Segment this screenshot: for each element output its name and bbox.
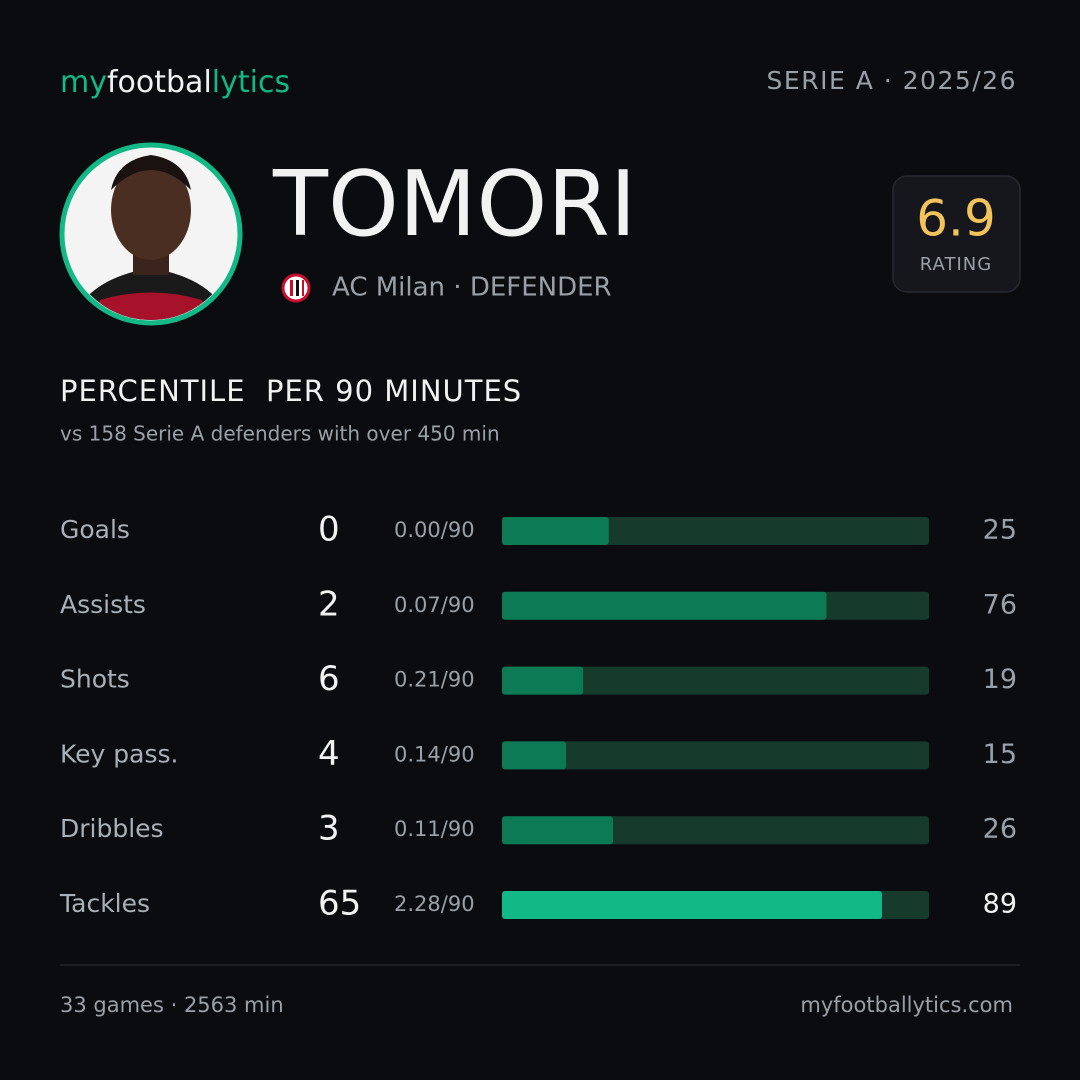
bar	[502, 741, 567, 770]
bar	[502, 816, 614, 845]
stat-total: 65	[318, 884, 361, 924]
rating: 6.9	[916, 190, 996, 248]
stat-per90: 0.21/90	[394, 668, 475, 692]
bar	[502, 666, 584, 695]
percentile: 19	[983, 664, 1017, 695]
club-crest	[281, 273, 311, 303]
section-subtitle: vs 158 Serie A defenders with over 450 m…	[60, 422, 500, 446]
brand-part: lytics	[212, 65, 290, 100]
club-position: AC Milan · DEFENDER	[332, 273, 612, 303]
stat-total: 0	[318, 510, 340, 550]
stat-label: Goals	[60, 515, 130, 544]
percentile: 76	[983, 589, 1017, 620]
league: SERIE A · 2025/26	[767, 66, 1017, 95]
rating-label: RATING	[920, 254, 992, 275]
stat-per90: 0.00/90	[394, 518, 475, 542]
stat-rows: Goals 0 0.00/90 25 Assists 2 0.07/90 76 Shots 6 0.…	[59, 510, 1017, 924]
section-title: PERCENTILE PER 90 MINUTES	[60, 374, 522, 408]
stat-total: 3	[318, 809, 340, 849]
stat-label: Key pass.	[60, 739, 178, 768]
player-photo	[59, 142, 243, 326]
stat-total: 2	[318, 584, 340, 624]
brand-part: my	[60, 65, 107, 100]
percentile: 25	[983, 515, 1017, 546]
footer-right: myfootballytics.com	[800, 993, 1013, 1017]
bar	[502, 517, 609, 545]
stat-label: Shots	[60, 665, 130, 694]
brand: myfootballytics	[60, 65, 290, 100]
percentile: 26	[983, 814, 1017, 845]
photo-silhouette	[70, 155, 232, 320]
stat-label: Assists	[60, 590, 146, 619]
bar-track	[502, 741, 929, 770]
player-name: TOMORI	[272, 152, 636, 257]
rating-box	[892, 175, 1021, 293]
percentile: 89	[983, 889, 1017, 920]
stat-label: Dribbles	[60, 814, 164, 843]
bar-track	[502, 666, 929, 695]
stat-per90: 0.11/90	[394, 817, 475, 841]
stat-label: Tackles	[59, 889, 150, 918]
bar	[502, 591, 827, 620]
bar	[502, 891, 883, 919]
stat-total: 4	[318, 734, 340, 774]
stat-per90: 0.14/90	[394, 742, 475, 766]
percentile: 15	[983, 739, 1017, 770]
stat-total: 6	[318, 659, 340, 699]
stat-per90: 0.07/90	[394, 593, 475, 617]
brand-part: footbal	[107, 65, 212, 100]
stat-per90: 2.28/90	[394, 892, 475, 916]
footer-left: 33 games · 2563 min	[60, 993, 284, 1017]
